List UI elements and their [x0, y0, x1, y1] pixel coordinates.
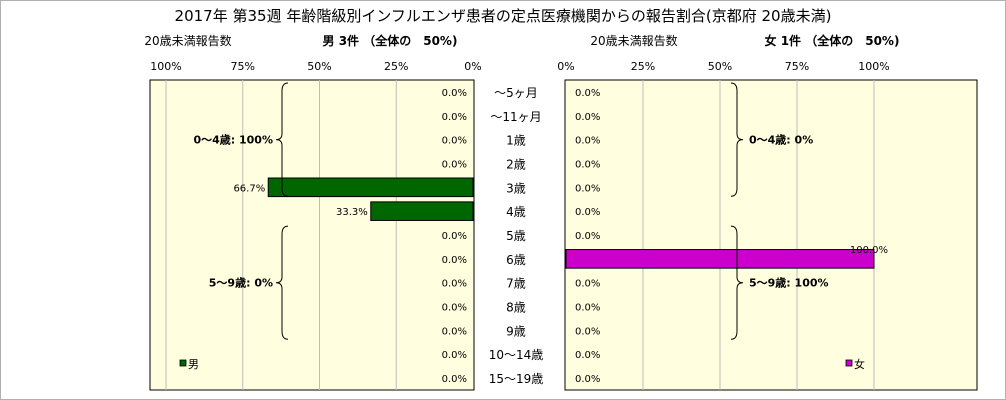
left-data-label: 0.0% — [442, 159, 467, 170]
right-data-label: 0.0% — [575, 303, 600, 314]
right-data-label: 0.0% — [575, 326, 600, 337]
right-data-label: 0.0% — [575, 136, 600, 147]
left-x-tick-label: 50% — [307, 60, 331, 73]
left-bar — [267, 177, 474, 198]
left-panel-header: 男 3件 （全体の 50%) — [323, 33, 458, 48]
right-group-label: 5～9歳: 100% — [749, 276, 829, 290]
left-data-label: 0.0% — [442, 350, 467, 361]
left-bar — [370, 201, 474, 221]
right-legend-swatch — [845, 359, 853, 367]
right-x-tick-label: 50% — [708, 60, 732, 73]
right-data-label: 0.0% — [575, 159, 600, 170]
left-data-label: 0.0% — [442, 136, 467, 147]
right-x-tick-label: 25% — [631, 60, 655, 73]
left-x-tick-label: 100% — [150, 60, 181, 73]
right-legend-label: 女 — [854, 357, 865, 371]
left-group-brace — [275, 82, 289, 197]
left-data-label: 33.3% — [336, 207, 368, 218]
left-group-label: 0～4歳: 100% — [193, 133, 273, 147]
right-x-tick-label: 100% — [858, 60, 889, 73]
left-group-brace — [275, 225, 289, 340]
right-data-label: 0.0% — [575, 374, 600, 385]
left-data-label: 0.0% — [442, 326, 467, 337]
left-count-label: 20歳未満報告数 — [144, 33, 231, 48]
category-label: ～11ヶ月 — [490, 110, 541, 124]
left-data-label: 0.0% — [442, 374, 467, 385]
left-plot-area — [149, 79, 475, 391]
right-data-label: 0.0% — [575, 183, 600, 194]
category-label: 8歳 — [506, 301, 526, 315]
left-data-label: 0.0% — [442, 88, 467, 99]
right-bar — [565, 249, 875, 269]
left-data-label: 0.0% — [442, 112, 467, 123]
left-data-label: 0.0% — [442, 303, 467, 314]
left-data-label: 0.0% — [442, 279, 467, 290]
chart-title: 2017年 第35週 年齢階級別インフルエンザ患者の定点医療機関からの報告割合(… — [175, 7, 832, 25]
right-data-label: 0.0% — [575, 231, 600, 242]
right-plot-area — [564, 79, 978, 391]
left-data-label: 0.0% — [442, 231, 467, 242]
category-label: 6歳 — [506, 253, 526, 267]
category-label: 3歳 — [506, 181, 526, 195]
right-x-tick-label: 75% — [785, 60, 809, 73]
right-data-label: 100.0% — [850, 245, 888, 256]
category-label: 9歳 — [506, 324, 526, 338]
left-legend-label: 男 — [188, 358, 199, 371]
left-x-tick-label: 75% — [231, 60, 255, 73]
category-label: 2歳 — [506, 157, 526, 171]
right-count-label: 20歳未満報告数 — [590, 33, 677, 48]
left-group-label: 5～9歳: 0% — [209, 276, 273, 290]
category-label: 7歳 — [506, 277, 526, 291]
category-label: 10～14歳 — [489, 348, 544, 362]
category-label: 5歳 — [506, 229, 526, 243]
right-group-label: 0～4歳: 0% — [749, 133, 813, 147]
category-label: 1歳 — [506, 134, 526, 148]
right-data-label: 0.0% — [575, 207, 600, 218]
right-group-brace — [730, 82, 744, 197]
left-data-label: 0.0% — [442, 255, 467, 266]
right-data-label: 0.0% — [575, 350, 600, 361]
right-data-label: 0.0% — [575, 88, 600, 99]
category-label: 15～19歳 — [489, 372, 544, 386]
right-data-label: 0.0% — [575, 112, 600, 123]
left-x-tick-label: 25% — [384, 60, 408, 73]
left-x-tick-label: 0% — [464, 60, 481, 73]
left-legend-swatch — [179, 359, 187, 367]
category-label: 4歳 — [506, 205, 526, 219]
right-x-tick-label: 0% — [557, 60, 574, 73]
right-panel-header: 女 1件 （全体の 50%) — [765, 33, 900, 48]
category-label: ～5ヶ月 — [494, 86, 538, 100]
right-group-brace — [730, 225, 744, 340]
right-data-label: 0.0% — [575, 279, 600, 290]
left-data-label: 66.7% — [233, 183, 265, 194]
